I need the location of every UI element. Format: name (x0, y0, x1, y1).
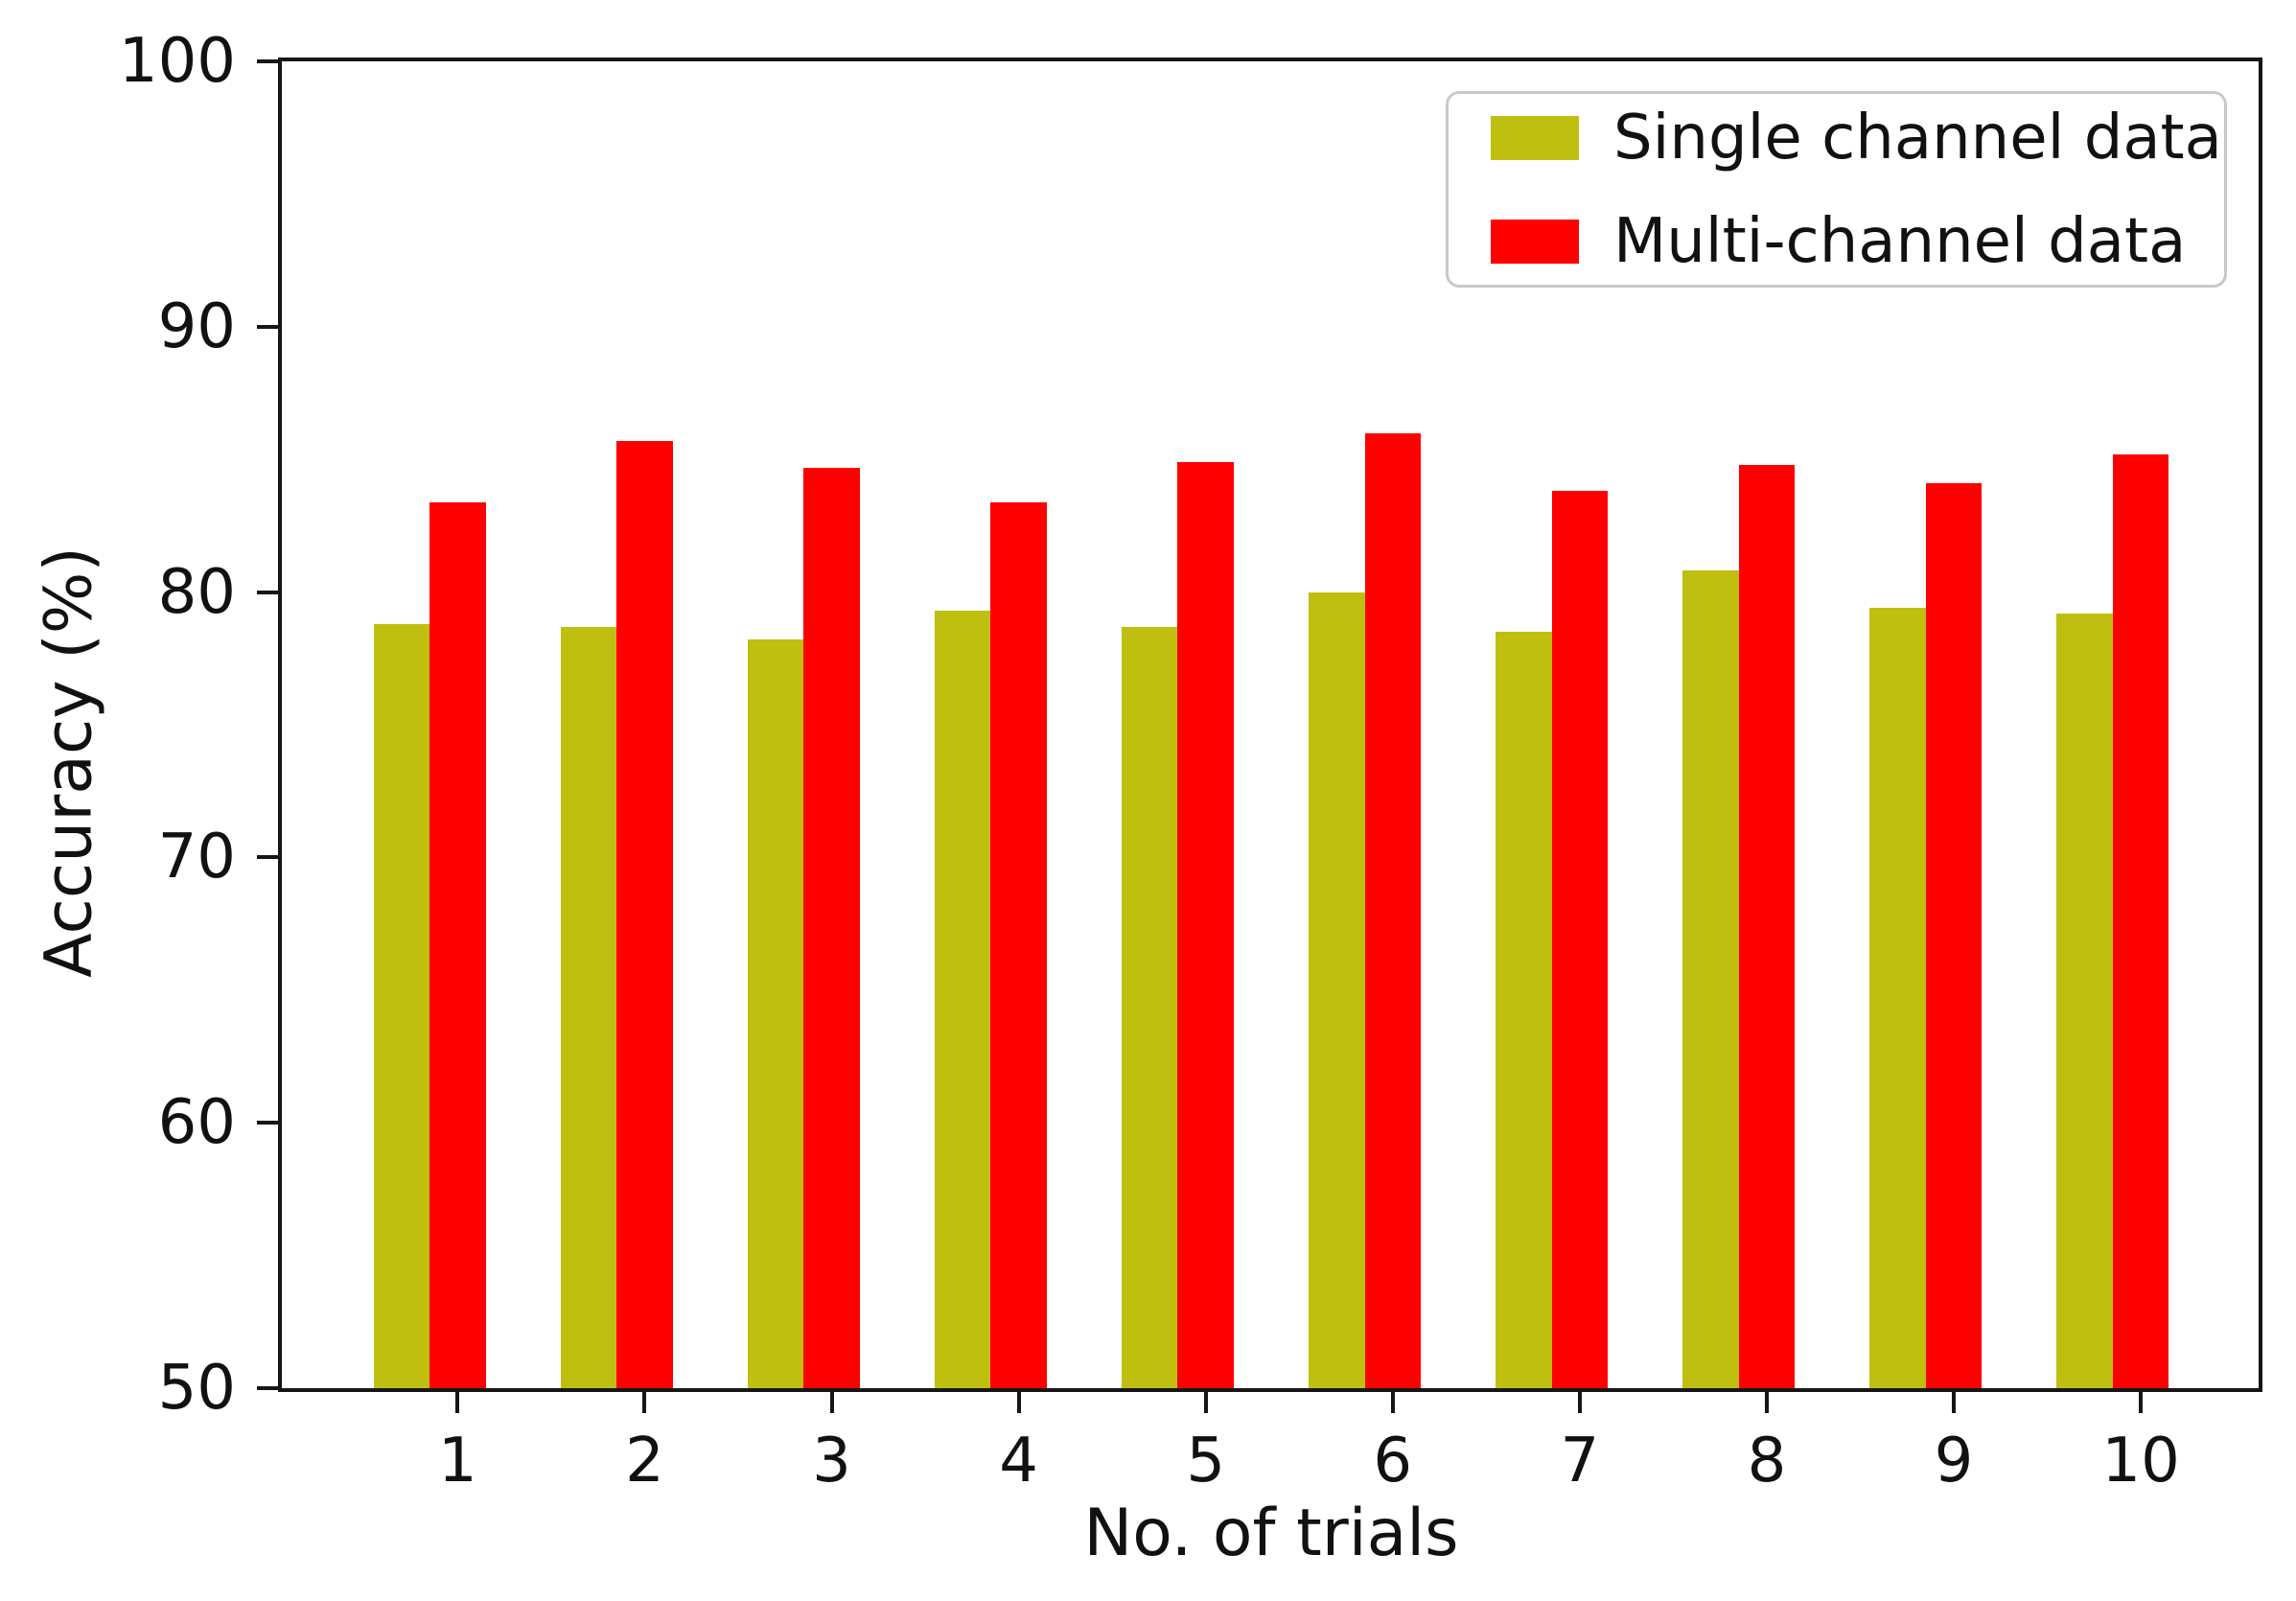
legend-item-multi-channel: Multi-channel data (1491, 211, 2224, 272)
bar-single-trial-1 (373, 623, 430, 1388)
bar-single-trial-9 (1869, 608, 1926, 1388)
legend: Single channel data Multi-channel data (1446, 91, 2227, 288)
x-tick-mark-6 (1390, 1392, 1395, 1413)
bar-single-trial-7 (1496, 632, 1552, 1388)
x-tick-mark-7 (1577, 1392, 1582, 1413)
y-tick-label-80: 80 (157, 556, 236, 628)
y-axis-title: Accuracy (%) (31, 546, 107, 978)
x-tick-label-1: 1 (438, 1426, 477, 1497)
y-tick-mark-100 (257, 59, 278, 63)
x-tick-label-2: 2 (625, 1426, 664, 1497)
bar-multi-trial-9 (1925, 483, 1983, 1388)
x-tick-label-6: 6 (1373, 1426, 1413, 1497)
legend-label-single-channel: Single channel data (1613, 102, 2222, 174)
bar-multi-trial-6 (1364, 432, 1422, 1388)
legend-swatch-single-channel (1491, 115, 1579, 160)
y-tick-label-70: 70 (157, 822, 236, 893)
bar-multi-trial-10 (2112, 453, 2169, 1388)
bar-multi-trial-8 (1738, 464, 1796, 1388)
bar-multi-trial-4 (990, 501, 1047, 1388)
x-tick-label-9: 9 (1934, 1426, 1974, 1497)
x-tick-mark-4 (1016, 1392, 1021, 1413)
bar-multi-trial-3 (803, 467, 860, 1388)
y-tick-mark-50 (257, 1386, 278, 1390)
x-tick-mark-10 (2139, 1392, 2144, 1413)
bar-single-trial-3 (747, 639, 804, 1388)
x-tick-mark-1 (455, 1392, 460, 1413)
x-tick-mark-2 (642, 1392, 647, 1413)
bar-single-trial-4 (934, 610, 991, 1388)
x-tick-mark-9 (1952, 1392, 1957, 1413)
bar-multi-trial-2 (616, 440, 673, 1388)
x-tick-mark-3 (829, 1392, 834, 1413)
y-tick-label-90: 90 (157, 290, 236, 362)
x-tick-label-3: 3 (812, 1426, 851, 1497)
x-axis-title: No. of trials (1083, 1496, 1459, 1571)
y-tick-mark-70 (257, 855, 278, 860)
x-tick-label-8: 8 (1747, 1426, 1787, 1497)
bar-multi-trial-5 (1177, 461, 1234, 1388)
bar-single-trial-6 (1308, 592, 1365, 1388)
x-tick-label-7: 7 (1560, 1426, 1600, 1497)
legend-swatch-multi-channel (1491, 219, 1579, 264)
y-tick-label-100: 100 (118, 26, 236, 97)
legend-item-single-channel: Single channel data (1491, 107, 2224, 169)
y-tick-mark-90 (257, 324, 278, 329)
x-tick-mark-8 (1764, 1392, 1769, 1413)
legend-label-multi-channel: Multi-channel data (1613, 205, 2187, 277)
bar-single-trial-5 (1121, 626, 1178, 1388)
x-tick-mark-5 (1203, 1392, 1208, 1413)
x-tick-label-4: 4 (999, 1426, 1038, 1497)
y-tick-label-60: 60 (157, 1087, 236, 1159)
bar-single-trial-2 (560, 626, 617, 1388)
bar-multi-trial-1 (429, 501, 486, 1388)
bar-multi-trial-7 (1551, 491, 1609, 1388)
y-tick-label-50: 50 (157, 1353, 236, 1424)
x-tick-label-5: 5 (1186, 1426, 1226, 1497)
y-tick-mark-80 (257, 590, 278, 594)
bar-single-trial-8 (1682, 570, 1739, 1388)
y-tick-mark-60 (257, 1121, 278, 1125)
bar-single-trial-10 (2056, 613, 2113, 1388)
x-tick-label-10: 10 (2101, 1426, 2180, 1497)
